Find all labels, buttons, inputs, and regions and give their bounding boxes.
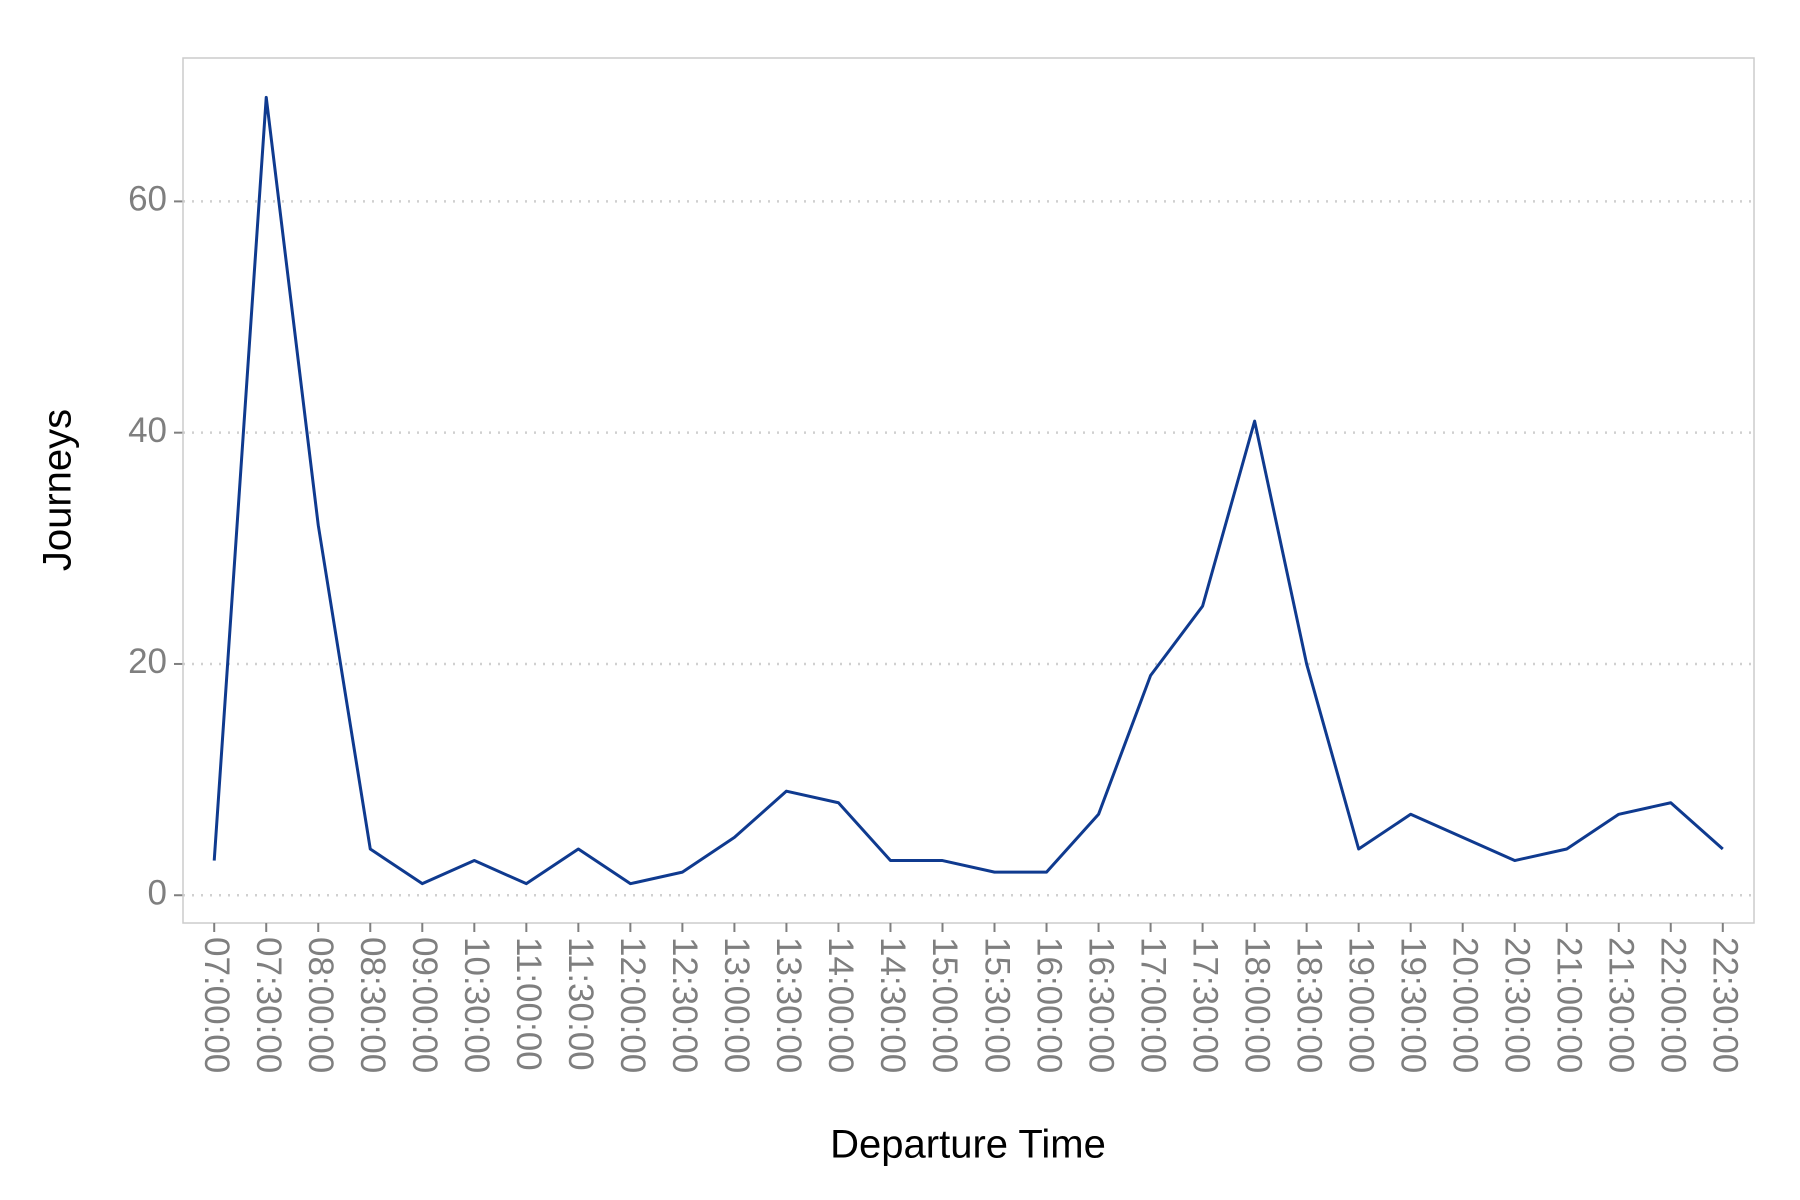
x-tick-label: 19:00:00 xyxy=(1341,937,1380,1073)
y-tick-label: 60 xyxy=(128,180,167,219)
x-tick-label: 18:00:00 xyxy=(1237,937,1276,1073)
x-tick-label: 16:30:00 xyxy=(1081,937,1120,1073)
x-tick-label: 14:30:00 xyxy=(873,937,912,1073)
x-axis-title: Departure Time xyxy=(830,1123,1106,1167)
x-tick-label: 11:30:00 xyxy=(561,937,600,1071)
x-tick-label: 11:00:00 xyxy=(509,937,548,1071)
x-tick-label: 14:00:00 xyxy=(821,937,860,1073)
x-tick-label: 15:00:00 xyxy=(925,937,964,1073)
x-tick-label: 19:30:00 xyxy=(1393,937,1432,1073)
x-tick-label: 17:30:00 xyxy=(1185,937,1224,1073)
x-tick-label: 22:00:00 xyxy=(1654,937,1693,1073)
y-tick-label: 20 xyxy=(128,642,167,681)
x-tick-label: 09:00:00 xyxy=(405,937,444,1073)
x-tick-label: 21:30:00 xyxy=(1601,937,1640,1073)
x-tick-label: 12:30:00 xyxy=(665,937,704,1073)
x-tick-label: 13:00:00 xyxy=(717,937,756,1073)
x-tick-label: 20:00:00 xyxy=(1445,937,1484,1073)
y-axis-title: Journeys xyxy=(36,409,80,571)
x-tick-label: 12:00:00 xyxy=(613,937,652,1073)
plot-border xyxy=(182,57,1755,924)
x-tick-label: 08:30:00 xyxy=(353,937,392,1073)
x-tick-label: 18:30:00 xyxy=(1289,937,1328,1073)
x-tick-label: 07:30:00 xyxy=(249,937,288,1073)
x-tick-label: 16:00:00 xyxy=(1029,937,1068,1073)
x-tick-label: 15:30:00 xyxy=(977,937,1016,1073)
x-tick-label: 07:00:00 xyxy=(197,937,236,1073)
x-tick-label: 22:30:00 xyxy=(1706,937,1745,1073)
x-tick-label: 08:00:00 xyxy=(301,937,340,1073)
x-tick-label: 13:30:00 xyxy=(769,937,808,1073)
x-tick-label: 17:00:00 xyxy=(1133,937,1172,1073)
x-tick-label: 10:30:00 xyxy=(457,937,496,1073)
x-tick-label: 21:00:00 xyxy=(1549,937,1588,1073)
data-line xyxy=(212,95,1724,886)
y-tick-label: 40 xyxy=(128,411,167,450)
x-tick-label: 20:30:00 xyxy=(1497,937,1536,1073)
y-tick-label: 0 xyxy=(148,873,167,912)
